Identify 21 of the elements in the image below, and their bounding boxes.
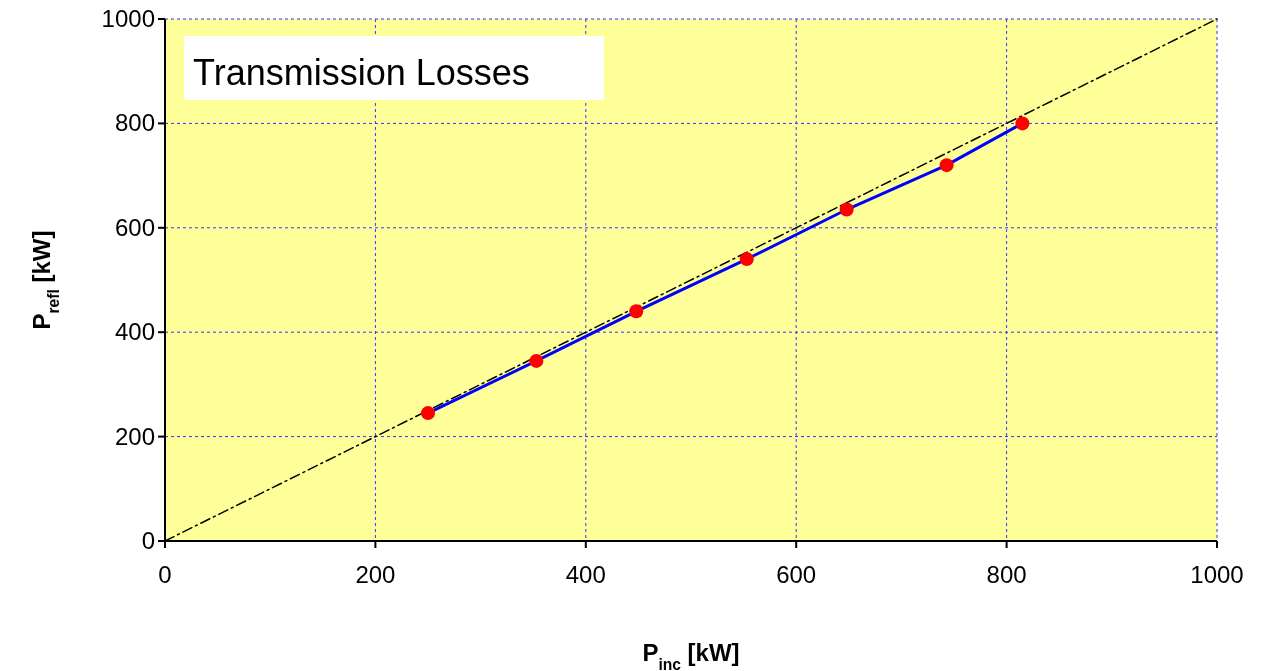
x-tick-label: 200 [355, 561, 396, 588]
y-tick-label: 400 [114, 318, 155, 346]
point [939, 158, 954, 173]
y-tick-label: 800 [114, 109, 155, 137]
text: Transmission Losses [193, 52, 530, 93]
x-axis-title: P$_{inc}$ [kW] [642, 639, 740, 671]
x-tick-label: 400 [565, 561, 606, 588]
y-tick-label: 200 [114, 422, 155, 450]
point [1015, 116, 1030, 131]
y-tick-label: 0 [141, 527, 155, 554]
x-tick-label: 600 [776, 561, 817, 588]
y-tick-label: 1000 [101, 5, 155, 32]
y-tick-label: 600 [114, 213, 155, 241]
x-tick-label: 800 [986, 561, 1027, 588]
point [839, 202, 854, 217]
x-tick-label: 1000 [1190, 561, 1244, 588]
point [421, 406, 435, 421]
point [529, 353, 544, 368]
point [739, 252, 754, 267]
point [629, 304, 644, 319]
x-tick-label: 0 [158, 561, 172, 588]
